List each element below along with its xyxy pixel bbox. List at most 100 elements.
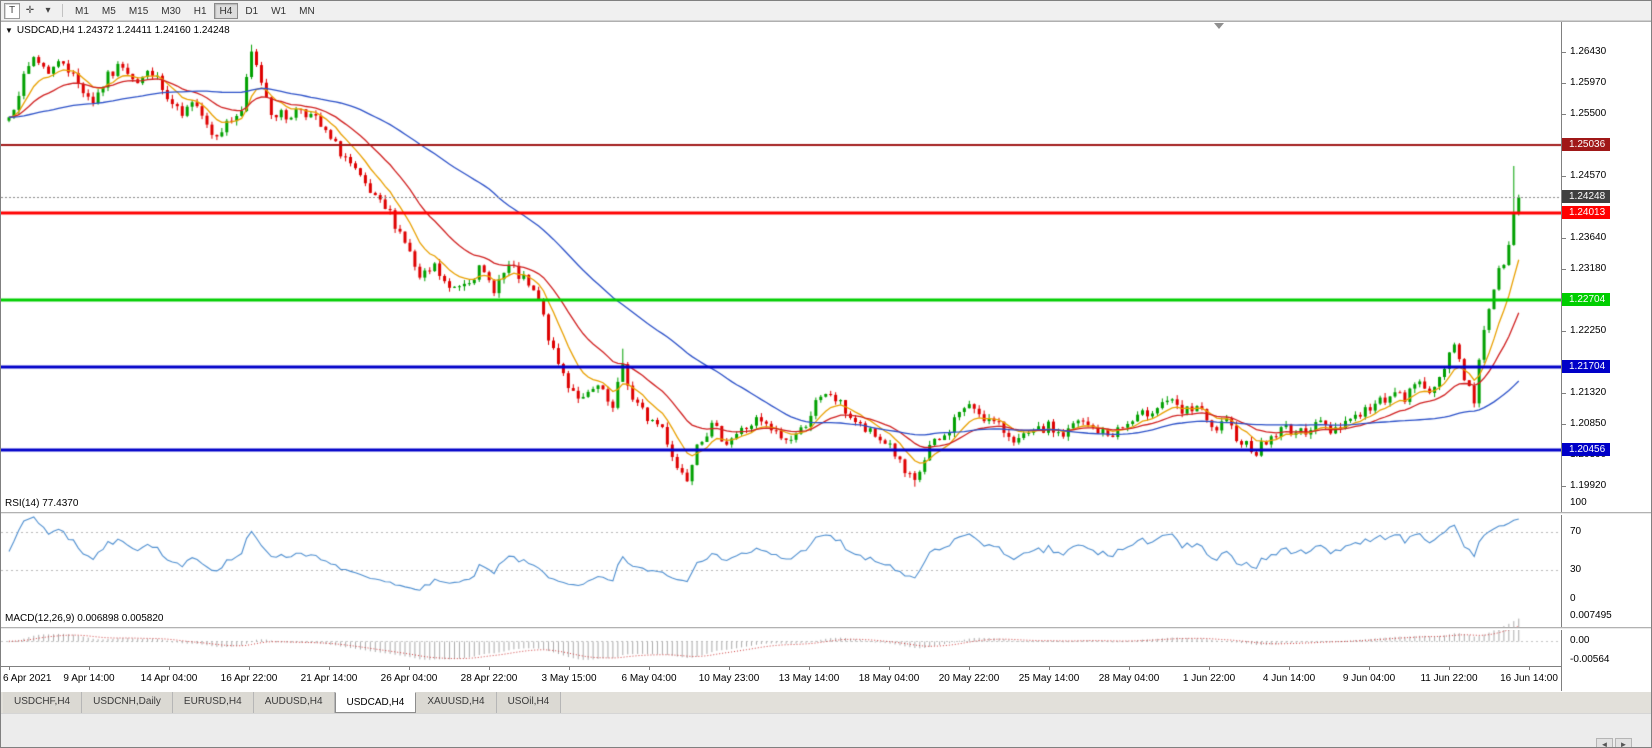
chart-shift-marker[interactable] [1214, 23, 1224, 29]
chart-tab-audusd-h4[interactable]: AUDUSD,H4 [253, 692, 335, 713]
time-axis-label: 28 Apr 22:00 [460, 673, 518, 684]
time-axis-tick-mark [1129, 667, 1130, 670]
level-price-flag: 1.22704 [1562, 293, 1610, 307]
current-price-flag: 1.24248 [1562, 190, 1610, 204]
crosshair-tool-button[interactable]: ✛ [25, 5, 35, 16]
axis-tick-mark [1562, 392, 1566, 394]
macd-axis-tick: 0.00 [1570, 635, 1590, 647]
level-price-flag: 1.21704 [1562, 360, 1610, 374]
objects-dropdown-icon[interactable]: ▾ [45, 5, 51, 16]
timeframe-button-d1[interactable]: D1 [245, 5, 259, 17]
chart-tab-usdcnh-daily[interactable]: USDCNH,Daily [82, 692, 173, 713]
time-axis-label: 14 Apr 04:00 [140, 673, 198, 684]
chart-tab-bar: USDCHF,H4 USDCNH,Daily EURUSD,H4 AUDUSD,H4 U… [1, 691, 1651, 713]
price-axis-tick: 1.23640 [1570, 232, 1607, 243]
chart-tab-usdcad-h4[interactable]: USDCAD,H4 [334, 692, 417, 713]
time-axis-label: 6 Apr 2021 [3, 673, 52, 684]
chart-tab-eurusd-h4[interactable]: EURUSD,H4 [172, 692, 254, 713]
rsi-label: RSI(14) 77.4370 [5, 498, 79, 509]
ohlc-header: ▼ USDCAD,H4 1.24372 1.24411 1.24160 1.24… [5, 25, 230, 36]
timeframe-button-h1[interactable]: H1 [193, 5, 207, 17]
macd-label: MACD(12,26,9) 0.006898 0.005820 [5, 613, 164, 624]
time-axis-tick-mark [1049, 667, 1050, 670]
time-axis-label: 11 Jun 22:00 [1420, 673, 1478, 684]
chart-tab-usoil-h4[interactable]: USOil,H4 [496, 692, 562, 713]
rsi-axis-tick: 100 [1570, 497, 1587, 508]
tab-scroll-left-button[interactable]: ◄ [1596, 738, 1613, 748]
axis-tick-mark [1562, 424, 1566, 425]
price-axis-tick: 1.25970 [1570, 76, 1607, 88]
time-axis-tick-mark [489, 667, 490, 670]
text-tool-button[interactable]: T [4, 2, 20, 19]
timeframe-button-w1[interactable]: W1 [271, 5, 287, 17]
macd-axis[interactable]: 0.007495 0.00 -0.00564 [1562, 610, 1651, 666]
time-axis-tick-mark [889, 667, 890, 670]
timeframe-button-mn[interactable]: MN [299, 5, 315, 17]
chart-workspace: ▼ USDCAD,H4 1.24372 1.24411 1.24160 1.24… [1, 21, 1651, 692]
axis-tick-mark [1562, 82, 1566, 84]
time-axis-tick-mark [9, 667, 10, 670]
price-axis-column[interactable]: 1.26430 1.25970 1.25500 1.24570 1.23640 1.231… [1561, 22, 1651, 692]
time-axis-label: 1 Jun 22:00 [1182, 673, 1236, 684]
timeframe-button-m15[interactable]: M15 [128, 5, 149, 17]
time-axis-label: 9 Jun 04:00 [1342, 673, 1396, 684]
time-axis-label: 20 May 22:00 [938, 673, 1000, 684]
time-axis-label: 26 Apr 04:00 [380, 673, 438, 684]
price-axis-tick: 1.22250 [1570, 324, 1607, 336]
timeframe-button-group: M1 M5 M15 M30 H1 H4 D1 W1 MN [69, 2, 321, 19]
level-price-flag: 1.25036 [1562, 137, 1610, 151]
axis-tick-mark [1562, 52, 1566, 53]
time-axis-tick-mark [169, 667, 170, 670]
axis-tick-mark [1562, 268, 1566, 270]
axis-tick-mark [1562, 330, 1566, 332]
tab-scroll-right-icon: ► [1619, 740, 1628, 748]
chart-tab-usdchf-h4[interactable]: USDCHF,H4 [3, 692, 83, 713]
timeframe-button-h4[interactable]: H4 [213, 2, 239, 19]
bottom-strip: ◄ ► [1, 713, 1651, 748]
price-axis-tick: 1.26430 [1570, 46, 1607, 57]
tab-scroll-left-icon: ◄ [1600, 740, 1609, 748]
time-axis-label: 4 Jun 14:00 [1262, 673, 1316, 684]
symbol-dropdown-icon[interactable]: ▼ [5, 25, 13, 35]
price-pane: ▼ USDCAD,H4 1.24372 1.24411 1.24160 1.24… [1, 22, 1561, 492]
chart-tab-xauusd-h4[interactable]: XAUUSD,H4 [416, 692, 497, 713]
axis-tick-mark [1562, 176, 1566, 177]
macd-chart-canvas[interactable] [1, 610, 1561, 666]
ohlc-header-text: USDCAD,H4 1.24372 1.24411 1.24160 1.2424… [16, 25, 230, 36]
toolbar-separator [62, 4, 63, 17]
price-axis[interactable]: 1.26430 1.25970 1.25500 1.24570 1.23640 1.231… [1562, 22, 1651, 492]
time-axis-label: 21 Apr 14:00 [300, 673, 358, 684]
time-axis-label: 18 May 04:00 [858, 673, 920, 684]
time-axis-label: 16 Apr 22:00 [220, 673, 278, 684]
pane-separator[interactable] [1, 627, 1651, 630]
time-axis[interactable]: 6 Apr 2021 9 Apr 14:00 14 Apr 04:00 16 Apr … [1, 666, 1561, 692]
time-axis-label: 10 May 23:00 [698, 673, 760, 684]
toolbar: T ✛ ▾ M1 M5 M15 M30 H1 H4 D1 W1 MN [1, 1, 1651, 21]
time-axis-tick-mark [1369, 667, 1370, 670]
timeframe-button-m30[interactable]: M30 [161, 5, 181, 17]
axis-tick-mark [1562, 238, 1566, 239]
price-axis-tick: 1.25500 [1570, 108, 1607, 119]
chart-area: ▼ USDCAD,H4 1.24372 1.24411 1.24160 1.24… [1, 22, 1561, 692]
price-chart-canvas[interactable] [1, 22, 1561, 492]
time-axis-tick-mark [1209, 667, 1210, 670]
rsi-axis-tick: 30 [1570, 564, 1582, 576]
time-axis-label: 6 May 04:00 [621, 673, 677, 684]
macd-axis-tick: 0.007495 [1570, 610, 1612, 621]
time-axis-tick-mark [649, 667, 650, 670]
level-price-flag: 1.20456 [1562, 443, 1610, 457]
time-axis-label: 28 May 04:00 [1098, 673, 1160, 684]
rsi-axis[interactable]: 100 70 30 0 [1562, 495, 1651, 607]
timeframe-button-m1[interactable]: M1 [75, 5, 89, 17]
tab-scroll-right-button[interactable]: ► [1615, 738, 1632, 748]
time-axis-tick-mark [729, 667, 730, 670]
pane-separator[interactable] [1, 512, 1651, 515]
time-axis-label: 9 Apr 14:00 [63, 673, 115, 684]
timeframe-button-m5[interactable]: M5 [101, 5, 116, 17]
time-axis-tick-mark [89, 667, 90, 670]
macd-axis-tick: -0.00564 [1570, 654, 1610, 665]
time-axis-tick-mark [1449, 667, 1450, 670]
time-axis-label: 13 May 14:00 [778, 673, 840, 684]
time-axis-tick-mark [569, 667, 570, 670]
